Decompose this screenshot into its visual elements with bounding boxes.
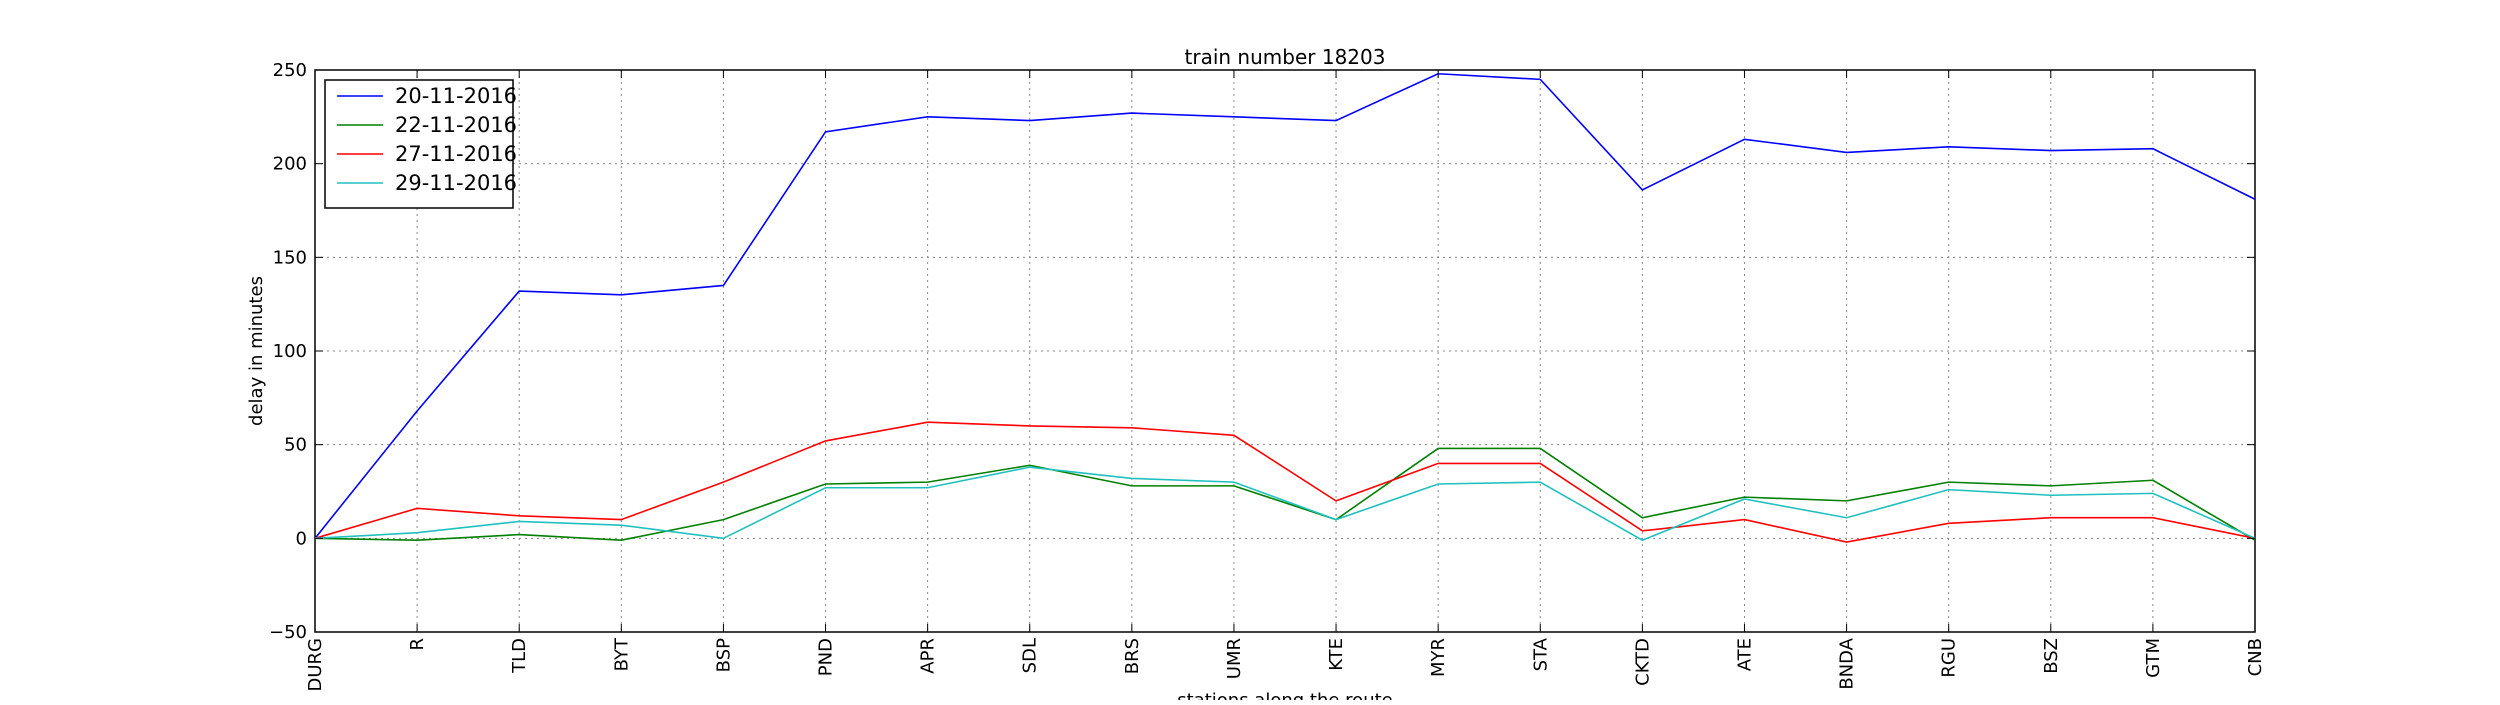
- x-tick-label: BSP: [713, 638, 734, 672]
- legend-label: 20-11-2016: [395, 84, 517, 108]
- x-tick-label: R: [407, 638, 428, 651]
- legend: 20-11-2016 22-11-2016 27-11-2016 29-11-2016: [324, 79, 517, 209]
- y-tick-label: −50: [269, 622, 307, 643]
- y-tick-label: 150: [273, 247, 307, 268]
- x-tick-label: TLD: [509, 638, 530, 674]
- legend-label: 29-11-2016: [395, 171, 517, 195]
- x-tick-label: PND: [816, 638, 837, 676]
- series-line-29-11-2016: [314, 466, 2256, 542]
- y-axis-ticks: −50 0 50 100 150 200 250: [269, 60, 2255, 643]
- y-tick-label: 250: [273, 60, 307, 81]
- x-tick-label: BSZ: [2041, 638, 2062, 674]
- y-tick-label: 50: [284, 435, 307, 456]
- x-tick-label: CNB: [2245, 638, 2266, 676]
- chart-title: train number 18203: [1185, 45, 1386, 69]
- x-tick-label: BRS: [1122, 638, 1143, 674]
- x-tick-label: APR: [918, 638, 939, 674]
- y-axis-label: delay in minutes: [246, 276, 267, 426]
- y-tick-label: 100: [273, 341, 307, 362]
- x-tick-label: STA: [1530, 637, 1551, 671]
- y-tick-label: 0: [296, 528, 307, 549]
- x-axis-label: stations along the route: [1177, 690, 1392, 700]
- x-tick-label: UMR: [1224, 638, 1245, 679]
- grid: [314, 69, 2256, 633]
- x-tick-label: MYR: [1428, 638, 1449, 677]
- legend-box: [324, 79, 514, 209]
- series-line-20-11-2016: [314, 72, 2256, 539]
- x-tick-label: BNDA: [1837, 637, 1858, 689]
- x-tick-label: CKTD: [1632, 638, 1653, 686]
- y-tick-label: 200: [273, 154, 307, 175]
- x-tick-label: GTM: [2143, 638, 2164, 678]
- x-axis-ticks: DURG R TLD BYT BSP PND APR SDL BRS UMR KTE MYR STA CK…: [305, 70, 2266, 692]
- series-line-27-11-2016: [314, 421, 2256, 543]
- legend-label: 22-11-2016: [395, 113, 517, 137]
- series-line-22-11-2016: [314, 447, 2256, 542]
- plot-area: [314, 69, 2256, 633]
- x-tick-label: BYT: [611, 637, 632, 671]
- x-tick-label: SDL: [1020, 638, 1041, 673]
- legend-label: 27-11-2016: [395, 142, 517, 166]
- x-tick-label: RGU: [1939, 638, 1960, 678]
- x-tick-label: KTE: [1326, 638, 1347, 671]
- x-tick-label: ATE: [1734, 638, 1755, 671]
- x-tick-label: DURG: [305, 638, 326, 692]
- series-lines: [314, 72, 2256, 543]
